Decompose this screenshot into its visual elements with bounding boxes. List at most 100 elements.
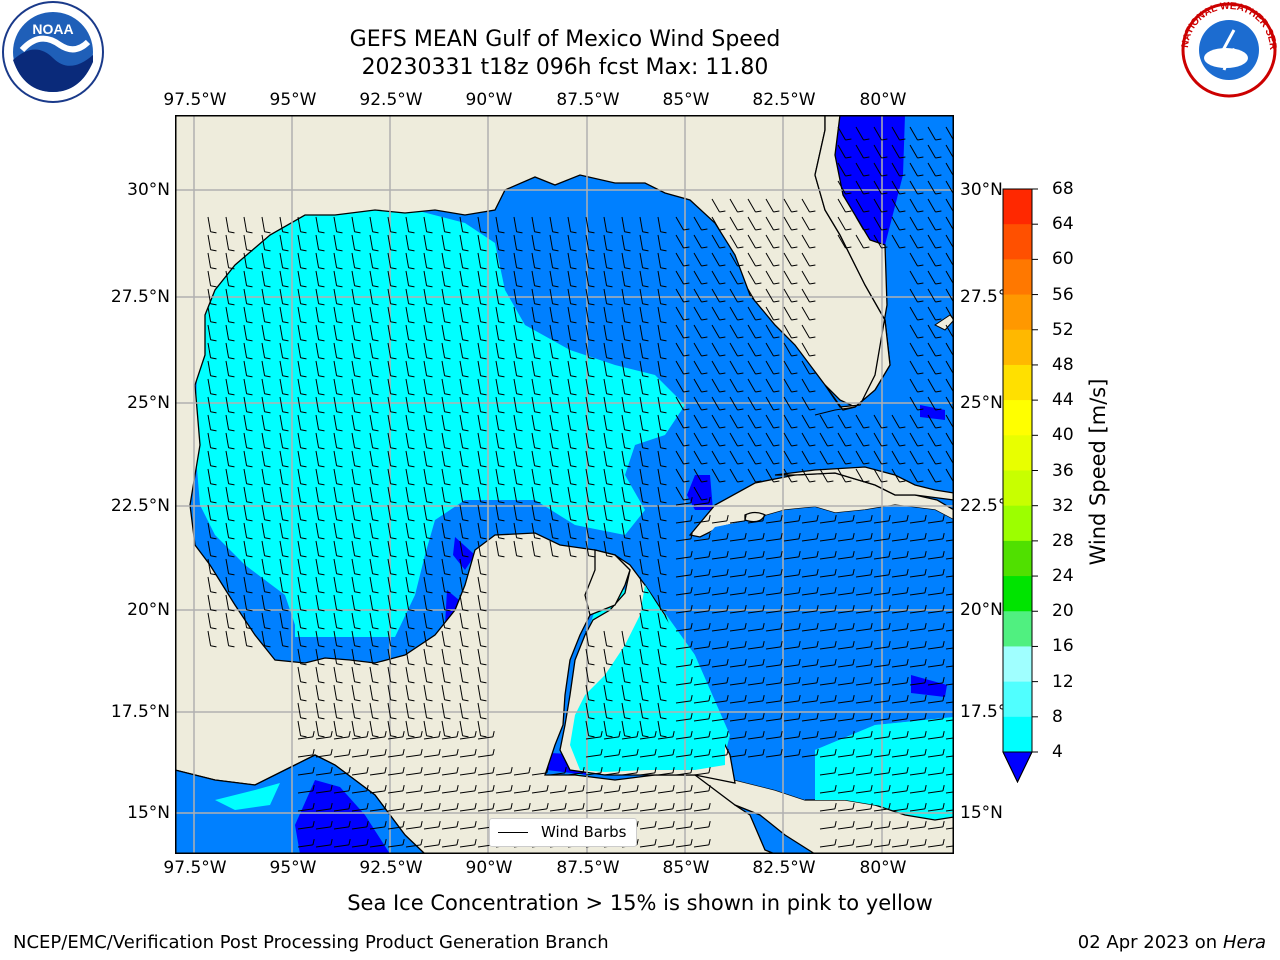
wind-barb	[927, 772, 943, 776]
wind-barb	[441, 252, 446, 268]
wind-barb-flag	[660, 573, 667, 576]
wind-barb	[873, 646, 889, 650]
wind-barb	[567, 324, 572, 340]
wind-barb-flag	[228, 357, 235, 360]
wind-barb-flag	[372, 267, 379, 270]
wind-barb-flag	[228, 429, 235, 432]
wind-barb	[693, 468, 702, 483]
wind-barb	[657, 594, 662, 610]
wind-barb-flag	[336, 393, 343, 396]
wind-barb	[279, 522, 284, 538]
wind-barb	[891, 610, 907, 614]
wind-barb	[549, 772, 565, 776]
wind-barb	[639, 772, 655, 776]
wind-barb	[477, 288, 482, 304]
wind-barb-flag	[827, 444, 834, 447]
wind-barb-flag	[755, 264, 762, 267]
wind-barb-flag	[636, 748, 639, 756]
wind-barb-flag	[917, 408, 924, 411]
wind-barb	[945, 468, 954, 483]
wind-barb	[765, 700, 781, 704]
colorbar-segment	[1003, 189, 1032, 225]
wind-barb-flag	[462, 483, 469, 486]
wind-barb	[729, 360, 738, 375]
wind-barb	[297, 234, 302, 250]
wind-barb	[567, 808, 583, 812]
wind-barb-flag	[816, 604, 819, 612]
wind-barb-flag	[420, 802, 423, 810]
wind-barb	[711, 592, 727, 596]
wind-barb-flag	[701, 498, 708, 501]
wind-barb	[747, 450, 756, 465]
footer-date: 02 Apr 2023 on Hera	[1078, 932, 1266, 953]
wind-barb-flag	[318, 519, 325, 522]
wind-barb	[621, 684, 626, 700]
wind-barb	[549, 378, 554, 394]
wind-barb-flag	[660, 537, 667, 540]
wind-barb-flag	[330, 748, 333, 756]
wind-barb	[351, 576, 356, 592]
wind-barb	[351, 826, 367, 830]
wind-barb-flag	[282, 393, 289, 396]
wind-barb	[819, 592, 835, 596]
wind-barb	[369, 826, 385, 830]
wind-barb-flag	[318, 537, 325, 540]
wind-barb-flag	[888, 694, 891, 702]
wind-barb-flag	[899, 210, 906, 213]
wind-barb	[315, 396, 320, 412]
wind-barb	[243, 630, 248, 646]
wind-barb-flag	[737, 480, 744, 483]
wind-barb-flag	[798, 748, 801, 756]
wind-barb-flag	[444, 573, 451, 576]
wind-barb	[207, 432, 212, 448]
wind-barb	[855, 808, 871, 812]
wind-barb-flag	[372, 645, 379, 648]
wind-barb-flag	[798, 712, 801, 720]
colorbar-label: Wind Speed [m/s]	[1086, 378, 1110, 566]
wind-barb-flag	[588, 735, 595, 738]
wind-barb-flag	[809, 282, 816, 285]
wind-barb	[603, 396, 608, 412]
land-north-america	[175, 115, 891, 854]
wind-barb	[549, 790, 565, 794]
wind-barb	[333, 288, 338, 304]
wind-barb-flag	[660, 285, 667, 288]
wind-barb-flag	[935, 300, 942, 303]
lat-label-left-5: 20°N	[127, 600, 170, 620]
wind-barb	[621, 790, 637, 794]
wind-barb	[207, 522, 212, 538]
wind-barb-flag	[570, 303, 577, 306]
wind-barb-flag	[264, 411, 271, 414]
wind-barb-flag	[701, 444, 708, 447]
wind-barb-flag	[312, 838, 315, 846]
wind-barb-flag	[701, 408, 708, 411]
wind-barb-flag	[660, 519, 667, 522]
wind-barb-flag	[690, 676, 693, 684]
wind-barb	[351, 216, 356, 232]
wind-barb	[603, 684, 608, 700]
wind-barb	[567, 772, 583, 776]
wind-barb-flag	[636, 820, 639, 828]
wind-barb	[225, 216, 230, 232]
wind-barb	[891, 216, 900, 231]
wind-barb-flag	[827, 426, 834, 429]
wind-barb	[585, 378, 590, 394]
wind-barb	[891, 808, 907, 812]
wind-barb-flag	[228, 339, 235, 342]
wind-barb	[387, 378, 392, 394]
wind-barb	[459, 790, 475, 794]
wind-barb-flag	[444, 267, 451, 270]
wind-barb-flag	[408, 573, 415, 576]
wind-barb-flag	[726, 514, 729, 522]
wind-barb-flag	[390, 393, 397, 396]
wind-barb	[351, 414, 356, 430]
wind-barb-flag	[498, 501, 505, 504]
colorbar-tick-label: 24	[1052, 566, 1074, 587]
wind-barb-flag	[498, 555, 505, 558]
wind-barb	[603, 540, 608, 556]
wind-barb-flag	[354, 465, 361, 468]
wind-barb	[243, 360, 248, 376]
wind-barb	[819, 628, 835, 632]
wind-barb	[297, 684, 302, 700]
wind-barb-flag	[809, 210, 816, 213]
